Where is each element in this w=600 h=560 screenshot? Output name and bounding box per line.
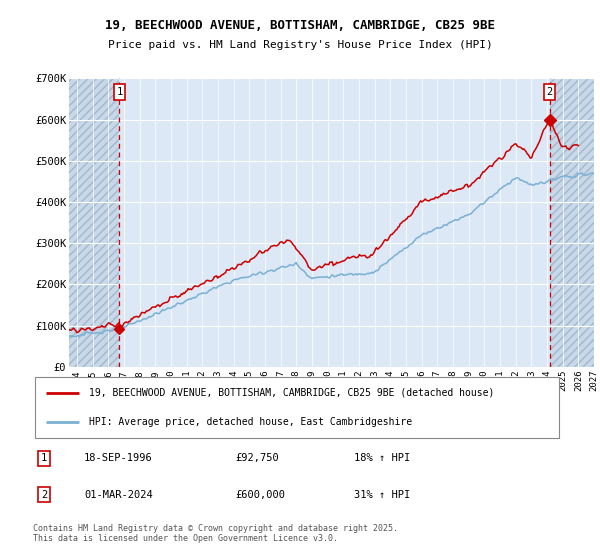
Text: 19, BEECHWOOD AVENUE, BOTTISHAM, CAMBRIDGE, CB25 9BE: 19, BEECHWOOD AVENUE, BOTTISHAM, CAMBRID…	[105, 18, 495, 32]
Text: 31% ↑ HPI: 31% ↑ HPI	[354, 490, 410, 500]
Text: 18% ↑ HPI: 18% ↑ HPI	[354, 454, 410, 464]
Text: 1: 1	[41, 454, 47, 464]
FancyBboxPatch shape	[35, 377, 559, 438]
Text: Price paid vs. HM Land Registry's House Price Index (HPI): Price paid vs. HM Land Registry's House …	[107, 40, 493, 50]
Text: 2: 2	[41, 490, 47, 500]
Text: 2: 2	[547, 87, 553, 97]
Bar	[69, 78, 119, 367]
Text: £600,000: £600,000	[235, 490, 285, 500]
Text: 18-SEP-1996: 18-SEP-1996	[84, 454, 153, 464]
Text: £92,750: £92,750	[235, 454, 279, 464]
Text: HPI: Average price, detached house, East Cambridgeshire: HPI: Average price, detached house, East…	[89, 417, 413, 427]
Text: 1: 1	[116, 87, 122, 97]
Text: Contains HM Land Registry data © Crown copyright and database right 2025.
This d: Contains HM Land Registry data © Crown c…	[33, 524, 398, 543]
Bar	[550, 78, 594, 367]
Text: 19, BEECHWOOD AVENUE, BOTTISHAM, CAMBRIDGE, CB25 9BE (detached house): 19, BEECHWOOD AVENUE, BOTTISHAM, CAMBRID…	[89, 388, 495, 398]
Text: 01-MAR-2024: 01-MAR-2024	[84, 490, 153, 500]
